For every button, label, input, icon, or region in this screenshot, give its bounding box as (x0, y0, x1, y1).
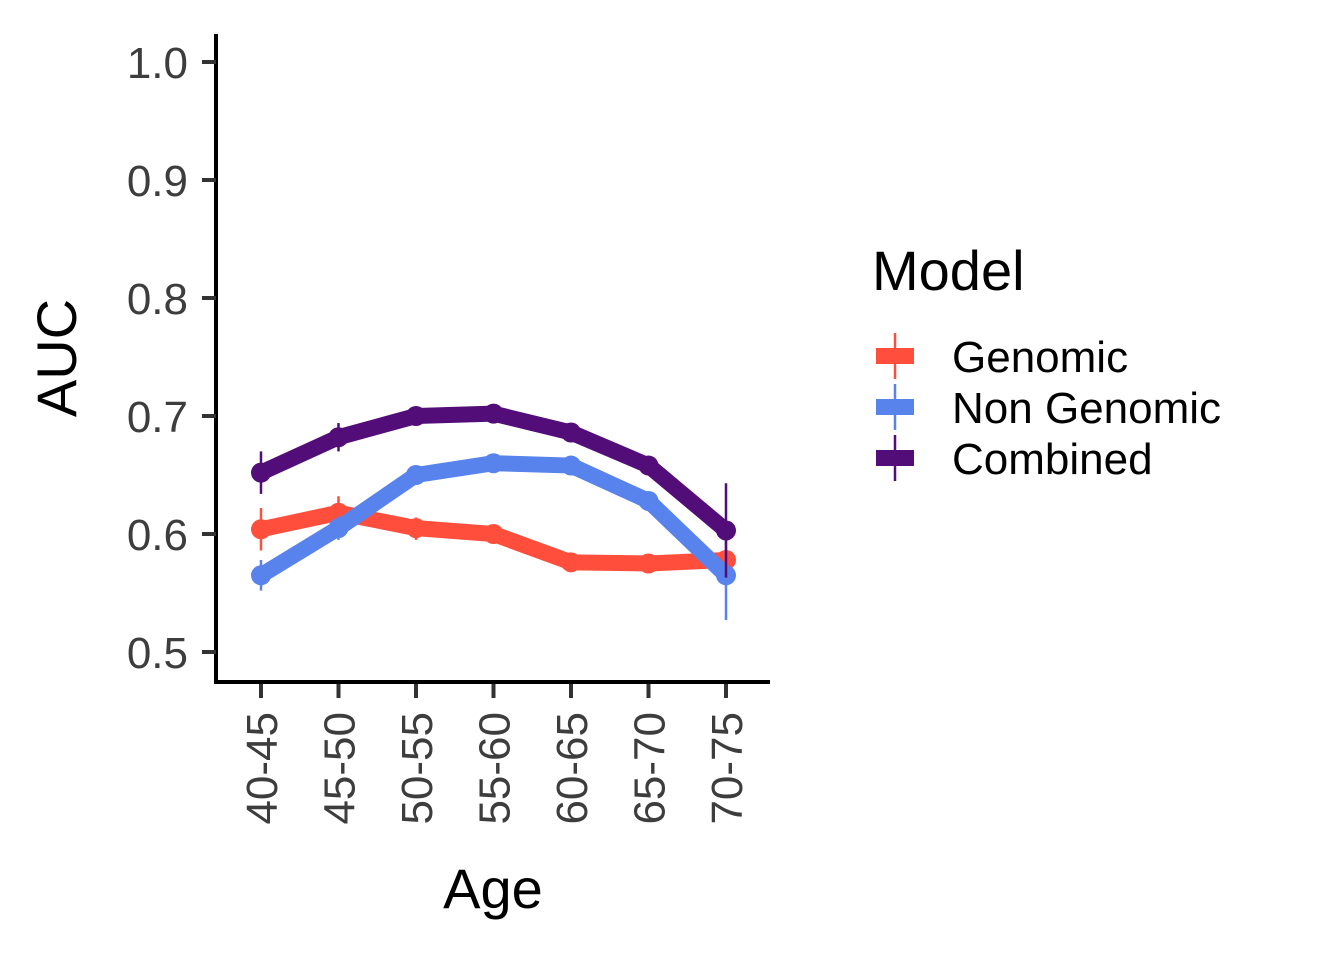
y-tick-label: 0.8 (127, 275, 188, 324)
legend-title: Model (872, 239, 1025, 302)
data-point (406, 406, 426, 426)
data-point (638, 455, 659, 476)
legend-key (876, 435, 914, 481)
x-tick-label: 50-55 (393, 712, 442, 825)
data-point (561, 552, 581, 573)
x-axis-title: Age (443, 857, 543, 920)
data-point (406, 518, 426, 539)
data-point (716, 520, 736, 541)
y-axis-ticks: 0.5 0.6 0.7 0.8 0.9 1.0 (127, 39, 216, 678)
data-point (251, 462, 271, 483)
data-point (406, 465, 426, 485)
data-point (483, 453, 504, 474)
legend-key (876, 384, 914, 430)
x-tick-label: 40-45 (238, 712, 287, 825)
y-axis-title: AUC (25, 299, 88, 417)
data-point (638, 553, 659, 574)
data-point (251, 519, 271, 540)
y-tick-label: 0.7 (127, 393, 188, 442)
legend-label: Genomic (952, 333, 1128, 382)
y-tick-label: 0.9 (127, 157, 188, 206)
y-tick-label: 1.0 (127, 39, 188, 88)
y-tick-label: 0.6 (127, 511, 188, 560)
data-point (483, 524, 504, 544)
x-tick-label: 70-75 (703, 712, 752, 825)
x-tick-label: 45-50 (316, 712, 365, 825)
data-point (638, 490, 659, 511)
x-axis-ticks: 40-45 45-50 50-55 55-60 60-65 65-70 70-75 (238, 684, 752, 825)
legend-label: Combined (952, 435, 1153, 484)
x-tick-label: 65-70 (626, 712, 675, 825)
y-tick-label: 0.5 (127, 629, 188, 678)
plot-area (251, 403, 736, 621)
x-tick-label: 60-65 (548, 712, 597, 825)
data-point (328, 427, 349, 448)
x-tick-label: 55-60 (471, 712, 520, 825)
data-point (561, 455, 581, 476)
data-point (328, 518, 349, 539)
series-combined (251, 403, 736, 578)
data-point (251, 565, 271, 586)
legend-label: Non Genomic (952, 384, 1221, 433)
data-point (561, 422, 581, 443)
data-point (483, 403, 504, 424)
legend-key (876, 333, 914, 379)
